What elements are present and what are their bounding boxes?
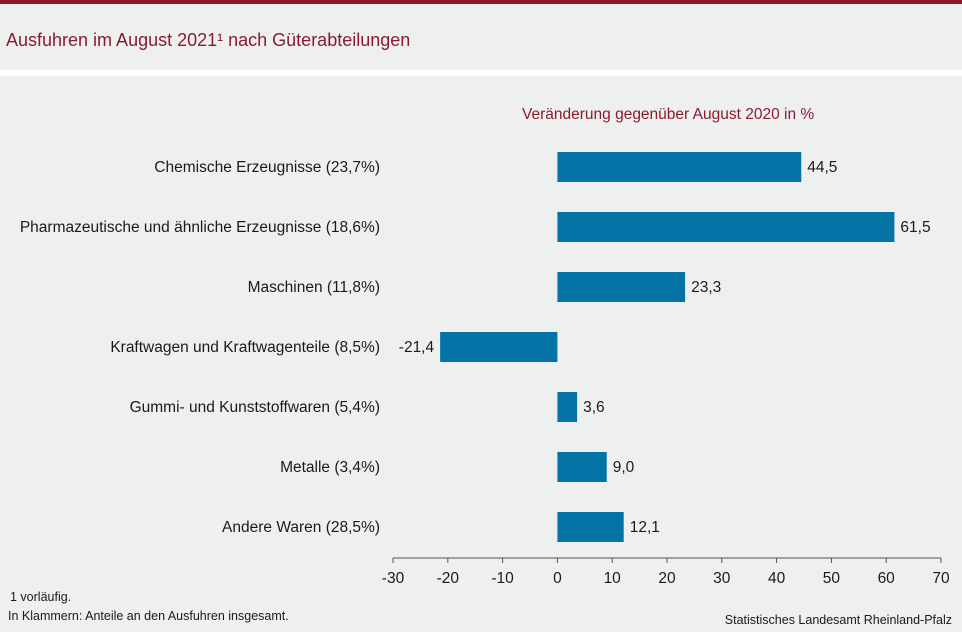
source-credit: Statistisches Landesamt Rheinland-Pfalz xyxy=(724,613,952,627)
bar-2 xyxy=(557,272,686,302)
x-tick-label: 50 xyxy=(823,570,841,587)
category-label: Metalle (3,4%) xyxy=(280,459,380,476)
x-tick-label: 20 xyxy=(658,570,676,587)
x-tick-label: 40 xyxy=(768,570,786,587)
category-label: Kraftwagen und Kraftwagenteile (8,5%) xyxy=(110,339,380,356)
x-tick-label: 60 xyxy=(878,570,896,587)
chart-subtitle: Veränderung gegenüber August 2020 in % xyxy=(522,106,815,123)
footnote-shares: In Klammern: Anteile an den Ausfuhren in… xyxy=(8,609,289,623)
value-label: 9,0 xyxy=(613,459,635,476)
bar-6 xyxy=(557,512,624,542)
bar-5 xyxy=(557,452,607,482)
category-label: Maschinen (11,8%) xyxy=(248,279,380,296)
bar-4 xyxy=(557,392,578,422)
footnote-preliminary: 1 vorläufig. xyxy=(10,590,72,604)
category-label: Andere Waren (28,5%) xyxy=(222,519,380,536)
value-label: 23,3 xyxy=(691,279,721,296)
value-label: 12,1 xyxy=(630,519,660,536)
value-label: -21,4 xyxy=(399,339,435,356)
bar-1 xyxy=(557,212,895,242)
bar-3 xyxy=(440,332,558,362)
value-label: 61,5 xyxy=(900,219,930,236)
bar-0 xyxy=(557,152,802,182)
value-label: 44,5 xyxy=(807,159,837,176)
x-tick-label: 30 xyxy=(713,570,731,587)
x-tick-label: -30 xyxy=(382,570,405,587)
title-separator xyxy=(0,70,962,76)
category-label: Gummi- und Kunststoffwaren (5,4%) xyxy=(130,399,380,416)
x-tick-label: -20 xyxy=(437,570,460,587)
category-label: Chemische Erzeugnisse (23,7%) xyxy=(154,159,380,176)
value-label: 3,6 xyxy=(583,399,605,416)
chart-title: Ausfuhren im August 2021¹ nach Güterabte… xyxy=(6,30,411,50)
top-accent-rule xyxy=(0,0,962,4)
category-label: Pharmazeutische und ähnliche Erzeugnisse… xyxy=(20,219,380,236)
x-tick-label: -10 xyxy=(491,570,514,587)
x-tick-label: 10 xyxy=(604,570,622,587)
x-tick-label: 70 xyxy=(932,570,950,587)
x-tick-label: 0 xyxy=(553,570,562,587)
